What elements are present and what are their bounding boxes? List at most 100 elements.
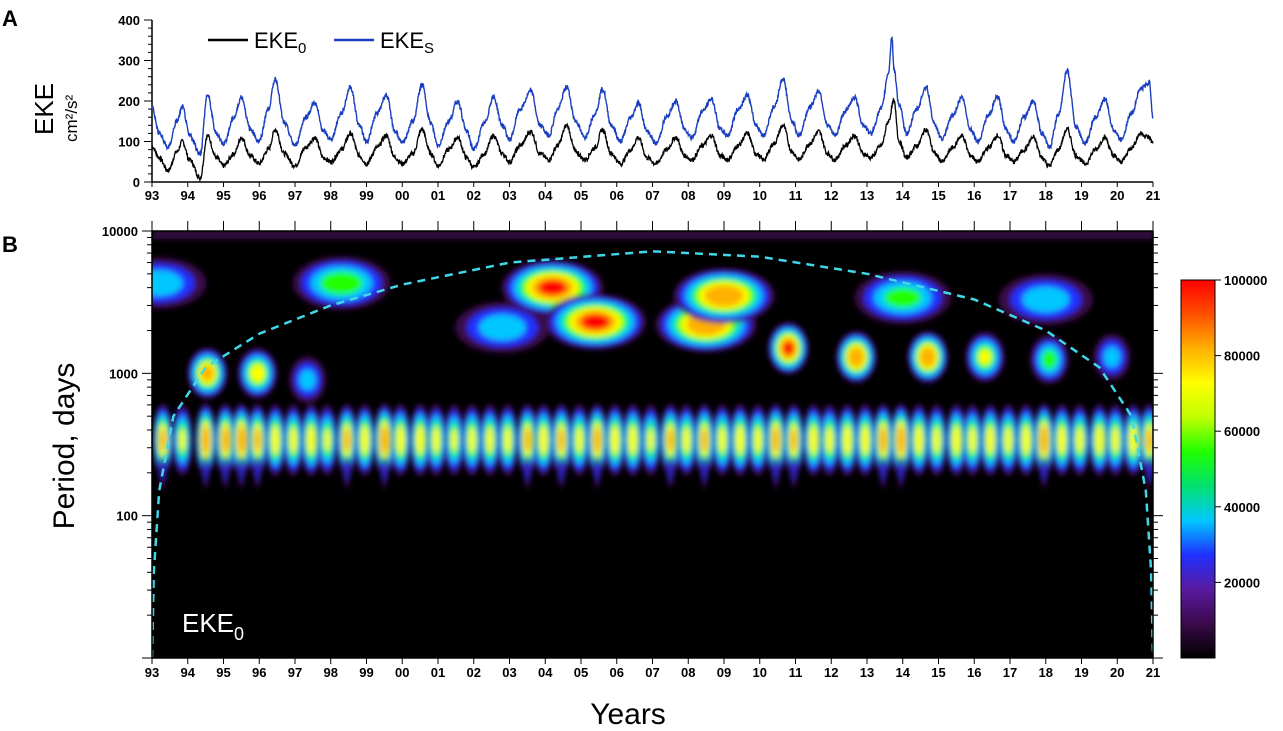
panel-a-x-tick-label: 09	[717, 188, 731, 203]
panel-b-inset-label: EKE0	[182, 608, 244, 644]
panel-a-x-tick-label: 13	[860, 188, 874, 203]
panel-b-x-label: Years	[590, 698, 666, 731]
annual-power-cell	[968, 426, 977, 454]
panel-a-x-tick-label: 94	[181, 188, 196, 203]
interannual-power-blob	[319, 271, 363, 295]
panel-a-x-tick-label: 06	[610, 188, 624, 203]
annual-power-cell	[647, 428, 654, 452]
subannual-spike	[774, 464, 778, 482]
annual-power-cell	[754, 426, 762, 454]
annual-power-cell	[1146, 428, 1153, 452]
panel-b-x-tick-label: 15	[931, 665, 945, 680]
panel-b-x-tick-label: 16	[967, 665, 981, 680]
panel-a-x-tick-label: 99	[359, 188, 373, 203]
legend-label-ekes-sub: S	[424, 40, 434, 57]
annual-power-cell	[468, 426, 476, 454]
panel-a-x-tick-label: 11	[789, 188, 803, 203]
annual-power-cell	[986, 425, 995, 455]
panel-b-y-tick-label: 100	[116, 509, 138, 524]
annual-power-cell	[809, 425, 818, 455]
panel-a-x-tick-label: 14	[896, 188, 911, 203]
interannual-power-blob	[848, 347, 865, 368]
interannual-power-blob	[537, 279, 568, 296]
panel-a-x-tick-label: 03	[502, 188, 516, 203]
panel-a-letter: A	[2, 6, 18, 31]
top-band	[152, 231, 1153, 239]
annual-power-cell	[1057, 425, 1066, 455]
panel-b-x-tick-label: 20	[1110, 665, 1124, 680]
annual-power-cell	[179, 428, 186, 452]
subannual-spike	[255, 464, 260, 482]
legend-label-eke0: EKE0	[254, 28, 306, 57]
panel-a-y-tick-label: 200	[118, 94, 140, 109]
subannual-spike	[382, 464, 386, 482]
colorbar-tick-label: 20000	[1224, 575, 1260, 590]
annual-power-cell	[682, 426, 691, 454]
panel-a-x-tick-label: 18	[1039, 188, 1053, 203]
panel-a-x-axis: 93 94 95 96 97 98 99 00 01 02 03 04 05 06 07 08 09 10 11 12…	[145, 181, 1160, 203]
panel-a-x-tick-label: 93	[145, 188, 159, 203]
series-line-ekes	[151, 35, 1154, 156]
panel-a-x-tick-label: 20	[1110, 188, 1124, 203]
annual-power-cell	[861, 425, 870, 455]
annual-power-cell	[306, 425, 316, 455]
annual-power-cell	[237, 425, 246, 455]
panel-b-x-tick-label: 09	[717, 665, 731, 680]
panel-b-x-tick-label: 94	[181, 665, 196, 680]
annual-power-cell	[933, 426, 941, 454]
series-line-eke0	[151, 97, 1154, 183]
panel-b-x-tick-label: 00	[395, 665, 409, 680]
interannual-power-blob	[978, 349, 992, 365]
annual-power-cell	[735, 425, 745, 455]
panel-a-x-tick-label: 07	[645, 188, 659, 203]
annual-power-cell	[593, 427, 601, 453]
subannual-spike	[702, 464, 706, 482]
panel-a-x-tick-label: 15	[931, 188, 945, 203]
annual-power-cell	[610, 425, 620, 455]
annual-power-cell	[558, 428, 565, 452]
annual-power-cell	[667, 428, 674, 452]
panel-a-x-tick-label: 19	[1074, 188, 1088, 203]
annual-power-cell	[701, 428, 708, 452]
subannual-spike	[239, 464, 243, 482]
panel-b-x-tick-label: 12	[824, 665, 838, 680]
annual-power-cell	[539, 425, 548, 455]
panel-b-x-tick-label: 95	[216, 665, 230, 680]
subannual-spike	[792, 464, 796, 482]
panel-a-x-tick-label: 12	[824, 188, 838, 203]
panel-a-x-tick-label: 01	[431, 188, 445, 203]
subannual-spike	[1147, 464, 1152, 482]
interannual-power-blob	[250, 364, 265, 383]
annual-power-cell	[450, 428, 458, 452]
panel-a-y-axis: 0 100 200 300 400	[118, 13, 153, 190]
panel-b-power-field	[152, 231, 1153, 490]
legend-label-eke0-sub: 0	[298, 40, 306, 57]
annual-power-cell	[1095, 425, 1104, 455]
panel-b-y-label: Period, days	[48, 363, 81, 530]
interannual-power-blob	[884, 287, 922, 308]
panel-a-series	[151, 35, 1154, 183]
annual-power-cell	[432, 426, 440, 454]
panel-a-x-tick-label: 04	[538, 188, 553, 203]
panel-b-x-tick-label: 10	[753, 665, 767, 680]
annual-power-cell	[524, 428, 531, 452]
panel-b-x-tick-label: 02	[467, 665, 481, 680]
panel-b-x-tick-label: 04	[538, 665, 553, 680]
subannual-spike	[345, 464, 349, 482]
annual-power-cell	[1040, 425, 1048, 455]
subannual-spike	[559, 464, 563, 482]
subannual-spike	[1042, 464, 1046, 482]
panel-b-x-tick-label: 01	[431, 665, 445, 680]
panel-a-y-label: EKE	[29, 83, 59, 135]
colorbar-tick-label: 60000	[1224, 424, 1260, 439]
legend-label-eke0-main: EKE	[254, 28, 298, 53]
interannual-power-blob	[580, 313, 610, 330]
interannual-power-blob	[1022, 286, 1070, 313]
annual-power-cell	[380, 425, 389, 455]
annual-power-cell	[825, 426, 834, 454]
panel-b-x-tick-label: 97	[288, 665, 302, 680]
annual-power-cell	[1021, 425, 1031, 455]
subannual-spike	[595, 464, 599, 482]
panel-a-legend: EKE0 EKE S	[208, 28, 434, 57]
panel-b-x-tick-label: 17	[1003, 665, 1017, 680]
